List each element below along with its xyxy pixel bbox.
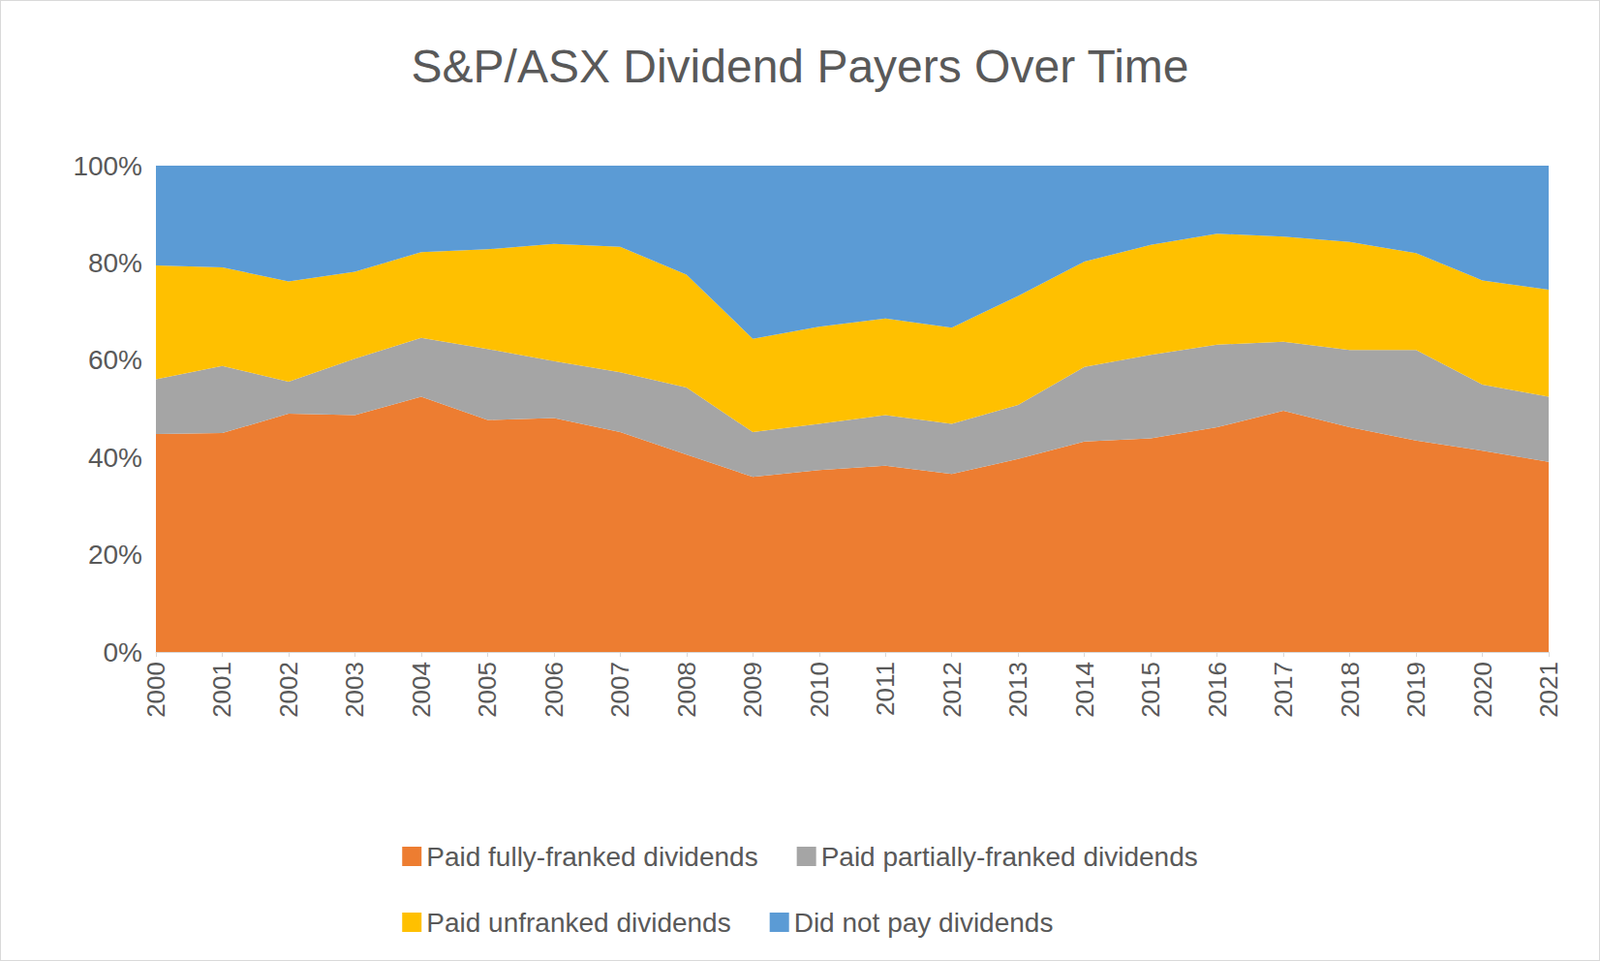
svg-text:2006: 2006 <box>539 661 569 718</box>
svg-text:2021: 2021 <box>1534 661 1564 718</box>
svg-text:60%: 60% <box>88 344 143 375</box>
svg-text:20%: 20% <box>88 539 143 570</box>
svg-text:100%: 100% <box>72 151 143 182</box>
svg-text:2011: 2011 <box>870 661 900 716</box>
svg-text:2008: 2008 <box>672 661 702 718</box>
svg-text:2002: 2002 <box>274 661 304 718</box>
svg-text:2012: 2012 <box>937 661 967 718</box>
svg-text:Paid fully-franked dividends: Paid fully-franked dividends <box>426 841 758 872</box>
svg-text:80%: 80% <box>88 247 143 278</box>
svg-text:2019: 2019 <box>1401 661 1431 718</box>
svg-text:2004: 2004 <box>406 661 436 718</box>
svg-text:2013: 2013 <box>1003 661 1033 718</box>
svg-text:2016: 2016 <box>1202 661 1232 718</box>
svg-text:2015: 2015 <box>1136 661 1166 718</box>
svg-text:2010: 2010 <box>804 661 834 718</box>
svg-text:2020: 2020 <box>1468 661 1498 718</box>
svg-text:S&P/ASX Dividend Payers Over T: S&P/ASX Dividend Payers Over Time <box>411 40 1190 93</box>
svg-text:2007: 2007 <box>605 661 635 718</box>
svg-text:Paid partially-franked dividen: Paid partially-franked dividends <box>821 841 1199 872</box>
svg-text:2005: 2005 <box>472 661 502 718</box>
svg-text:40%: 40% <box>88 442 143 473</box>
svg-text:2001: 2001 <box>207 661 237 718</box>
svg-text:Did not pay dividends: Did not pay dividends <box>794 907 1054 938</box>
svg-text:Paid unfranked dividends: Paid unfranked dividends <box>426 907 731 938</box>
svg-text:2017: 2017 <box>1268 661 1298 718</box>
svg-text:2009: 2009 <box>738 661 768 718</box>
svg-text:2014: 2014 <box>1070 661 1100 718</box>
svg-text:2000: 2000 <box>141 661 171 718</box>
svg-text:2018: 2018 <box>1335 661 1365 718</box>
svg-text:0%: 0% <box>103 637 143 668</box>
svg-text:2003: 2003 <box>339 661 370 718</box>
